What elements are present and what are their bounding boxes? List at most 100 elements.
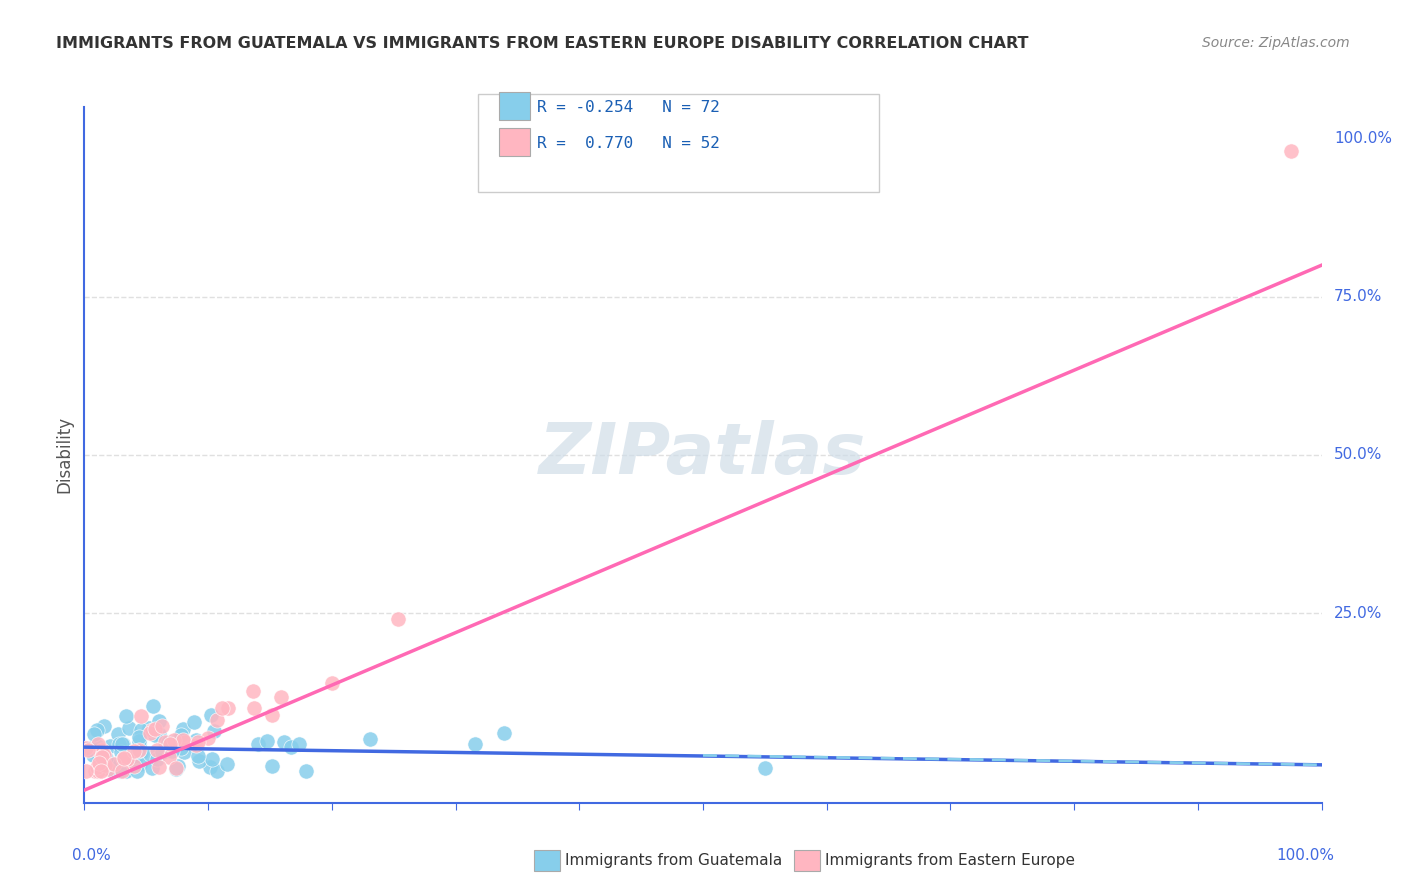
Point bbox=[94, 757, 117, 772]
Point bbox=[165, 761, 187, 775]
Point bbox=[93, 719, 115, 733]
Point bbox=[295, 764, 318, 779]
Point bbox=[101, 764, 124, 779]
Point bbox=[150, 745, 173, 759]
Point bbox=[129, 723, 152, 738]
Point bbox=[200, 707, 222, 722]
Point bbox=[141, 762, 163, 776]
Point bbox=[159, 737, 181, 751]
Point bbox=[94, 751, 117, 765]
Point bbox=[111, 737, 134, 751]
Point bbox=[152, 744, 174, 758]
Point bbox=[148, 727, 170, 741]
Point bbox=[246, 737, 269, 751]
Point bbox=[90, 743, 112, 757]
Point bbox=[75, 764, 97, 779]
Point bbox=[124, 753, 146, 767]
Point bbox=[103, 756, 125, 771]
Point bbox=[143, 722, 166, 736]
Point bbox=[83, 744, 105, 758]
Point bbox=[89, 745, 111, 759]
Point bbox=[202, 724, 225, 739]
Y-axis label: Disability: Disability bbox=[55, 417, 73, 493]
Text: Source: ZipAtlas.com: Source: ZipAtlas.com bbox=[1202, 36, 1350, 50]
Point bbox=[87, 764, 110, 779]
Point bbox=[122, 756, 145, 771]
Point bbox=[262, 708, 284, 723]
Point bbox=[280, 740, 302, 755]
Point bbox=[128, 737, 150, 751]
Point bbox=[270, 690, 292, 704]
Point bbox=[111, 737, 134, 751]
Point bbox=[187, 754, 209, 768]
Point bbox=[93, 750, 115, 764]
Point bbox=[118, 722, 141, 736]
Point bbox=[111, 752, 134, 766]
Point bbox=[172, 732, 194, 747]
Point bbox=[128, 733, 150, 747]
Point bbox=[184, 732, 207, 747]
Point bbox=[129, 709, 152, 723]
Text: 0.0%: 0.0% bbox=[72, 848, 111, 863]
Point bbox=[115, 708, 138, 723]
Point bbox=[107, 737, 129, 751]
Point bbox=[167, 732, 190, 747]
Point bbox=[122, 759, 145, 773]
Point bbox=[198, 760, 221, 774]
Text: Immigrants from Guatemala: Immigrants from Guatemala bbox=[565, 854, 783, 868]
Point bbox=[205, 764, 228, 779]
Point bbox=[170, 727, 193, 741]
Point bbox=[273, 735, 295, 749]
Point bbox=[256, 734, 278, 748]
Point bbox=[131, 746, 153, 760]
Point bbox=[217, 701, 239, 715]
Point bbox=[197, 731, 219, 745]
Point bbox=[464, 738, 486, 752]
Point bbox=[111, 764, 134, 779]
Point bbox=[754, 761, 776, 775]
Text: R = -0.254   N = 72: R = -0.254 N = 72 bbox=[537, 101, 720, 115]
Point bbox=[242, 701, 264, 715]
Point bbox=[187, 735, 209, 749]
Point bbox=[86, 760, 108, 774]
Point bbox=[146, 743, 169, 757]
Point bbox=[211, 701, 233, 715]
Point bbox=[152, 719, 174, 733]
Point bbox=[101, 756, 124, 771]
Point bbox=[91, 750, 114, 764]
Point bbox=[127, 764, 149, 779]
Point bbox=[115, 752, 138, 766]
Point bbox=[110, 746, 132, 760]
Point bbox=[138, 722, 160, 736]
Point bbox=[86, 723, 108, 737]
Point bbox=[93, 748, 115, 763]
Point bbox=[359, 731, 381, 746]
Point bbox=[115, 764, 138, 779]
Text: 25.0%: 25.0% bbox=[1334, 606, 1382, 621]
Point bbox=[83, 727, 105, 741]
Point bbox=[98, 739, 121, 753]
Point bbox=[173, 745, 195, 759]
Text: 100.0%: 100.0% bbox=[1277, 848, 1334, 863]
Point bbox=[142, 698, 165, 713]
Point bbox=[143, 728, 166, 742]
Text: R =  0.770   N = 52: R = 0.770 N = 52 bbox=[537, 136, 720, 151]
Point bbox=[107, 726, 129, 740]
Point bbox=[90, 752, 112, 766]
Point bbox=[217, 756, 239, 771]
Text: IMMIGRANTS FROM GUATEMALA VS IMMIGRANTS FROM EASTERN EUROPE DISABILITY CORRELATI: IMMIGRANTS FROM GUATEMALA VS IMMIGRANTS … bbox=[56, 36, 1029, 51]
Point bbox=[128, 730, 150, 744]
Point bbox=[90, 764, 112, 779]
Point bbox=[82, 747, 104, 762]
Point bbox=[160, 744, 183, 758]
Point bbox=[122, 744, 145, 758]
Point bbox=[173, 734, 195, 748]
Point bbox=[165, 762, 187, 776]
Point bbox=[112, 751, 135, 765]
Point bbox=[110, 764, 132, 779]
Text: Immigrants from Eastern Europe: Immigrants from Eastern Europe bbox=[825, 854, 1076, 868]
Point bbox=[148, 714, 170, 728]
Text: 50.0%: 50.0% bbox=[1334, 448, 1382, 462]
Point bbox=[75, 741, 97, 756]
Point bbox=[129, 756, 152, 771]
